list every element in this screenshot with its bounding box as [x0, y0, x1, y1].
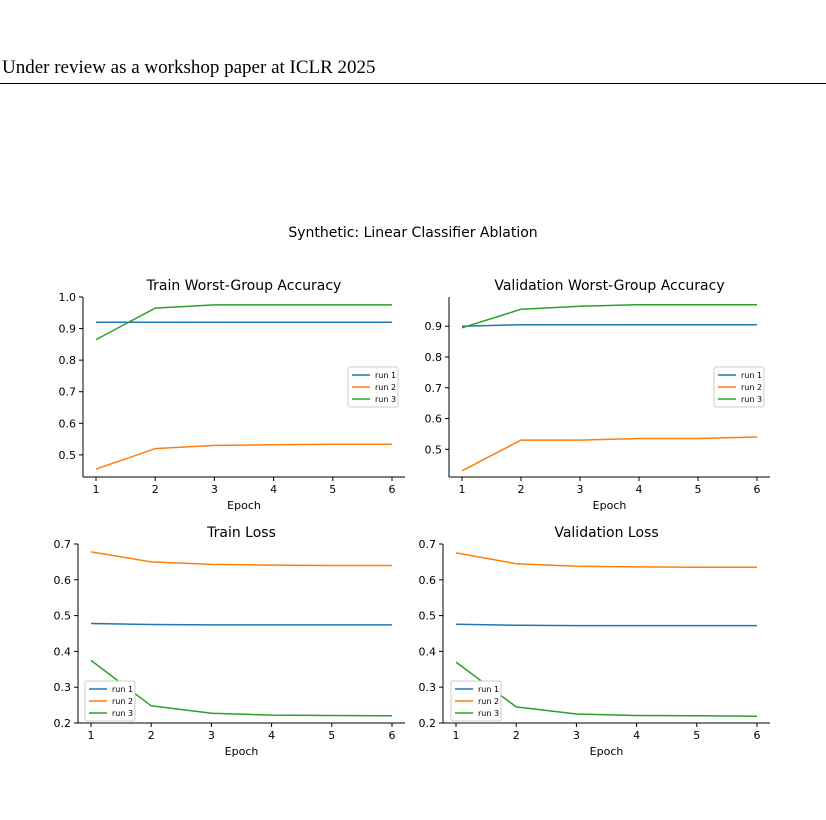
x-axis-label: Epoch [227, 499, 261, 512]
legend-label: run 2 [741, 383, 762, 392]
series-line-run-2 [95, 443, 392, 470]
x-tick-label: 2 [518, 483, 525, 496]
x-axis-label: Epoch [225, 745, 259, 758]
subplot-title: Validation Loss [554, 525, 658, 541]
legend-label: run 3 [478, 709, 499, 718]
legend-label: run 2 [112, 697, 133, 706]
y-tick-label: 0.7 [54, 538, 72, 551]
x-tick-label: 4 [636, 483, 643, 496]
legend-label: run 3 [112, 709, 133, 718]
legend-label: run 3 [375, 395, 396, 404]
x-tick-label: 2 [152, 483, 159, 496]
x-tick-label: 1 [93, 483, 100, 496]
x-tick-label: 6 [389, 729, 396, 742]
x-tick-label: 1 [88, 729, 95, 742]
y-tick-label: 0.2 [54, 717, 72, 730]
y-tick-label: 0.6 [419, 574, 437, 587]
legend-label: run 2 [375, 383, 396, 392]
legend-box [450, 680, 502, 722]
subplot-title: Train Worst-Group Accuracy [146, 278, 342, 294]
x-tick-label: 6 [754, 729, 761, 742]
series-line-run-3 [461, 303, 757, 329]
y-tick-label: 0.2 [419, 717, 437, 730]
x-tick-label: 5 [693, 729, 700, 742]
x-axis-label: Epoch [593, 499, 627, 512]
subplot-3: Train Loss 1 2 3 4 5 6 0.2 0.3 0.4 0.5 0.6 0.7 Epoch r… [54, 525, 405, 758]
page-header: Under review as a workshop paper at ICLR… [0, 57, 826, 84]
x-axis-label: Epoch [590, 745, 624, 758]
y-tick-label: 0.7 [425, 382, 443, 395]
subplot-title: Validation Worst-Group Accuracy [494, 278, 724, 294]
figure-suptitle: Synthetic: Linear Classifier Ablation [288, 225, 537, 241]
y-tick-label: 0.4 [419, 645, 437, 658]
legend-label: run 2 [478, 697, 499, 706]
y-tick-label: 0.8 [425, 351, 443, 364]
series-line-run-3 [455, 661, 758, 717]
x-tick-label: 4 [268, 729, 275, 742]
x-tick-label: 5 [329, 483, 336, 496]
y-tick-label: 0.7 [59, 386, 77, 399]
y-tick-label: 0.6 [425, 413, 443, 426]
y-tick-label: 0.6 [59, 417, 77, 430]
x-tick-label: 3 [208, 729, 215, 742]
legend: run 1 run 2 run 3 [84, 680, 136, 722]
x-tick-label: 6 [754, 483, 761, 496]
x-tick-label: 3 [573, 729, 580, 742]
x-tick-label: 1 [453, 729, 460, 742]
legend-label: run 3 [741, 395, 762, 404]
series-line-run-1 [90, 622, 392, 626]
y-tick-label: 0.5 [59, 449, 77, 462]
x-tick-label: 6 [389, 483, 396, 496]
y-tick-label: 0.7 [419, 538, 437, 551]
legend-box [713, 366, 765, 408]
legend-label: run 1 [478, 685, 499, 694]
y-tick-label: 0.8 [59, 354, 77, 367]
y-tick-label: 0.6 [54, 574, 72, 587]
y-tick-label: 0.5 [54, 610, 72, 623]
x-tick-label: 3 [577, 483, 584, 496]
legend-label: run 1 [375, 371, 396, 380]
x-tick-label: 4 [633, 729, 640, 742]
series-line-run-2 [455, 552, 757, 569]
x-tick-label: 3 [211, 483, 218, 496]
legend-box [347, 366, 399, 408]
y-tick-label: 0.9 [425, 320, 443, 333]
legend: run 1 run 2 run 3 [347, 366, 399, 408]
legend-label: run 1 [112, 685, 133, 694]
y-tick-label: 0.5 [419, 610, 437, 623]
subplot-2: Validation Worst-Group Accuracy 1 2 3 4 5 6 0.5… [425, 278, 770, 512]
subplot-1: Train Worst-Group Accuracy 1 2 3 4 5 6 0.5 0.6 0.… [59, 278, 405, 512]
series-line-run-3 [90, 659, 393, 717]
x-tick-label: 5 [695, 483, 702, 496]
y-tick-label: 0.4 [54, 645, 72, 658]
series-line-run-2 [461, 436, 758, 472]
legend-label: run 1 [741, 371, 762, 380]
x-tick-label: 5 [328, 729, 335, 742]
series-line-run-1 [461, 323, 757, 327]
subplot-title: Train Loss [206, 525, 276, 541]
y-tick-label: 1.0 [59, 291, 77, 304]
x-tick-label: 2 [513, 729, 520, 742]
legend: run 1 run 2 run 3 [450, 680, 502, 722]
y-tick-label: 0.5 [425, 443, 443, 456]
x-tick-label: 2 [148, 729, 155, 742]
x-tick-label: 1 [459, 483, 466, 496]
legend: run 1 run 2 run 3 [713, 366, 765, 408]
subplot-4: Validation Loss 1 2 3 4 5 6 0.2 0.3 0.4 0.5 0.6 0.7 E… [419, 525, 770, 758]
series-line-run-1 [455, 623, 757, 627]
x-tick-label: 4 [270, 483, 277, 496]
series-line-run-3 [95, 304, 392, 341]
y-tick-label: 0.3 [54, 681, 72, 694]
series-line-run-2 [90, 551, 392, 567]
header-text: Under review as a workshop paper at ICLR… [2, 57, 376, 78]
y-tick-label: 0.9 [59, 323, 77, 336]
y-tick-label: 0.3 [419, 681, 437, 694]
legend-box [84, 680, 136, 722]
